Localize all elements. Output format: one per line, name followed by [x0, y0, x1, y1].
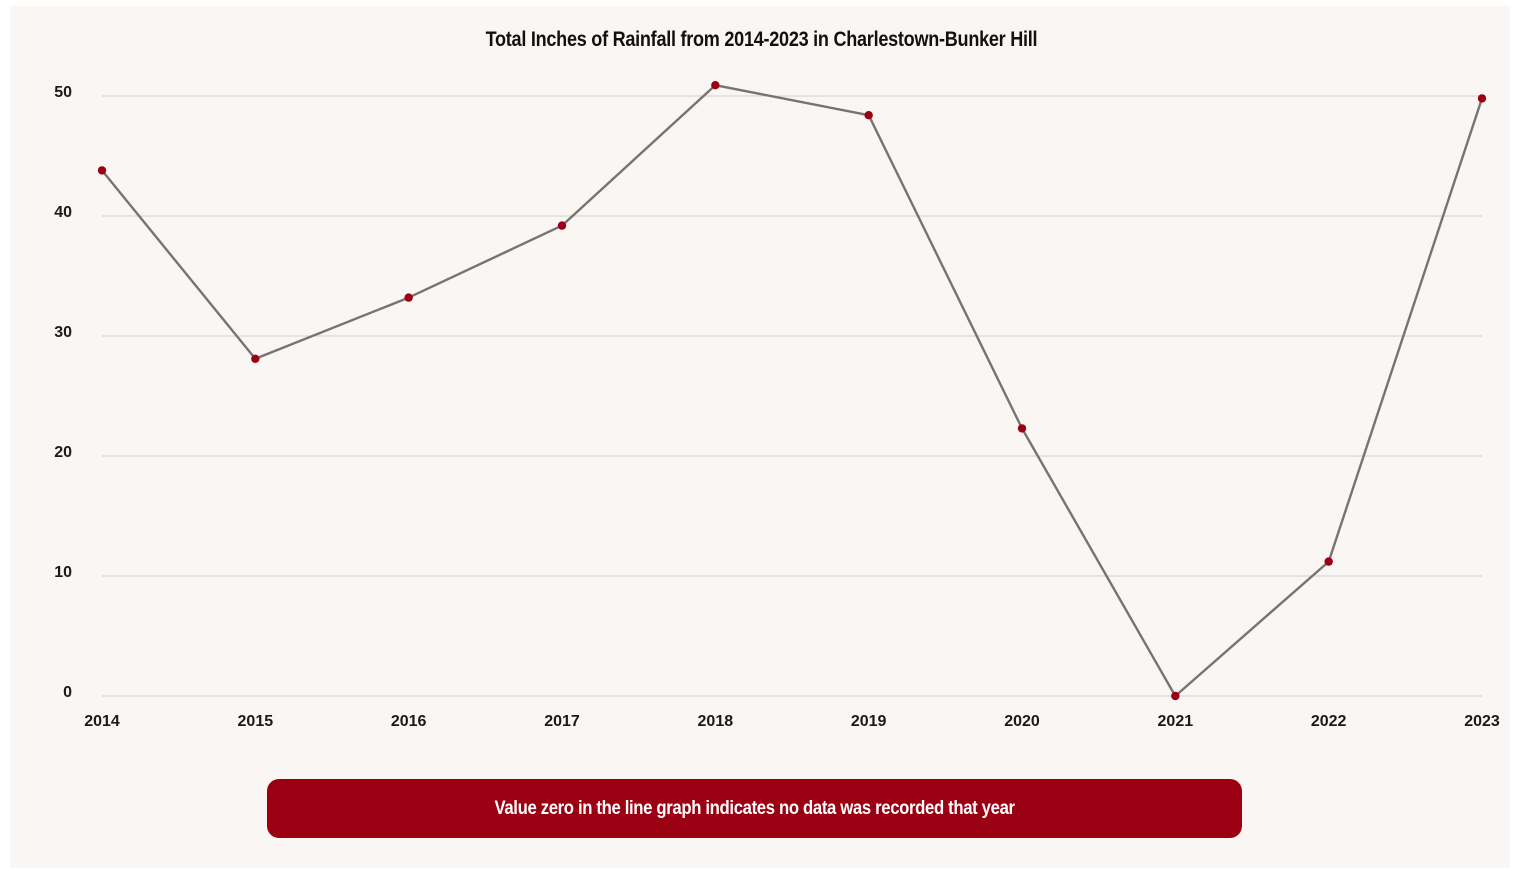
y-tick-label-30: 30 [54, 324, 72, 341]
data-point-2016 [404, 293, 413, 302]
data-point-2018 [711, 81, 720, 90]
y-tick-label-10: 10 [54, 564, 72, 581]
x-tick-label-2017: 2017 [544, 713, 580, 730]
x-axis-ticks: 2014 2015 2016 2017 2018 2019 2020 2021 2022 2023 [84, 713, 1500, 730]
y-tick-label-50: 50 [54, 84, 72, 101]
y-tick-label-40: 40 [54, 204, 72, 221]
x-tick-label-2018: 2018 [698, 713, 734, 730]
chart-panel [10, 6, 1510, 868]
chart-title: Total Inches of Rainfall from 2014-2023 … [485, 28, 1038, 51]
x-tick-label-2015: 2015 [238, 713, 274, 730]
data-point-2019 [864, 111, 873, 120]
series-points [97, 81, 1487, 701]
gridlines [102, 95, 1482, 697]
x-tick-label-2019: 2019 [851, 713, 887, 730]
note-text: Value zero in the line graph indicates n… [494, 797, 1015, 819]
data-point-2015 [251, 354, 260, 363]
data-point-2017 [557, 221, 567, 230]
data-point-2021 [1171, 691, 1180, 701]
series-line [101, 84, 1484, 698]
y-tick-label-20: 20 [54, 444, 72, 461]
y-tick-label-0: 0 [63, 684, 72, 701]
data-point-2020 [1017, 424, 1027, 433]
x-tick-label-2022: 2022 [1311, 713, 1347, 730]
x-tick-label-2014: 2014 [84, 713, 120, 730]
series-line-group [101, 84, 1484, 698]
y-axis-ticks: 0 10 20 30 40 50 [54, 84, 72, 701]
data-point-2022 [1324, 557, 1333, 566]
x-tick-label-2023: 2023 [1464, 713, 1500, 730]
note-banner: Value zero in the line graph indicates n… [267, 779, 1242, 838]
x-tick-label-2020: 2020 [1004, 713, 1040, 730]
data-point-2023 [1477, 94, 1487, 103]
x-tick-label-2021: 2021 [1158, 713, 1194, 730]
x-tick-label-2016: 2016 [391, 713, 427, 730]
data-point-2014 [97, 166, 107, 175]
